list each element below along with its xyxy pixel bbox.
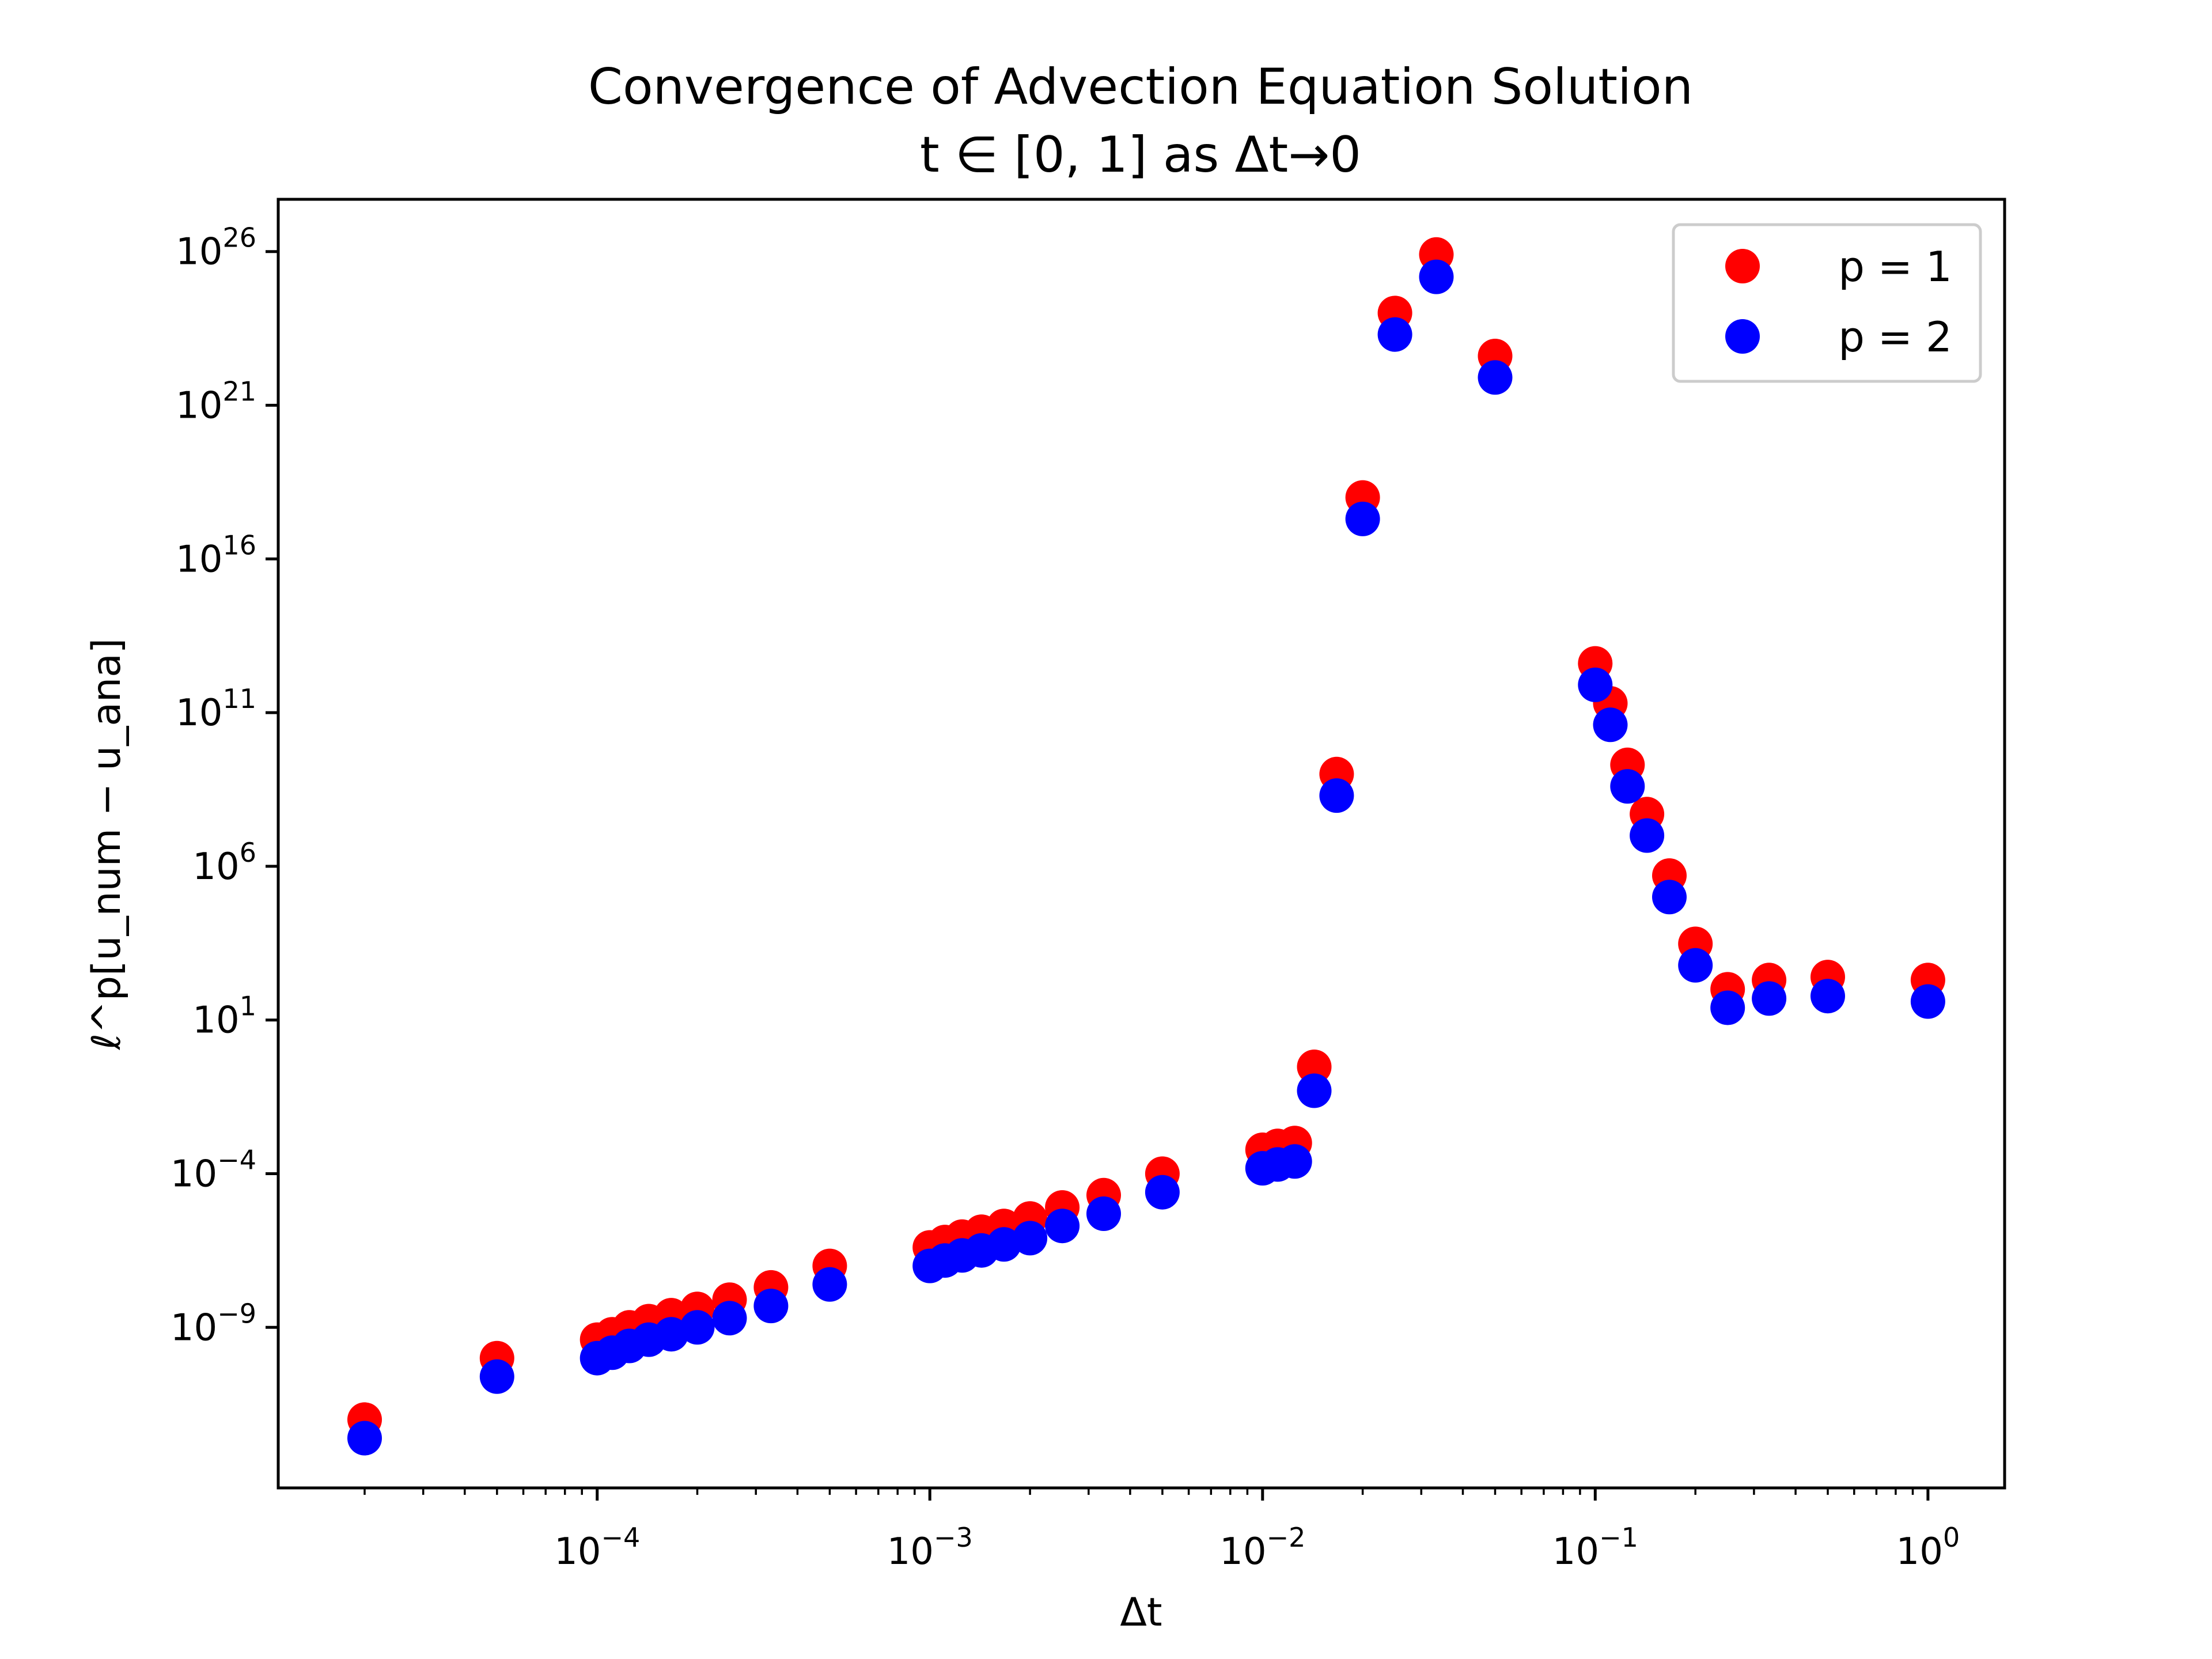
data-point-p2-1 (479, 1359, 514, 1394)
data-point-p2-10 (812, 1267, 847, 1302)
x-tick-label: 10−3 (887, 1522, 973, 1573)
x-tick-label: 10−2 (1219, 1522, 1305, 1573)
data-point-p2-9 (753, 1289, 789, 1324)
chart-subtitle: t ∈ [0, 1] as Δt→0 (920, 126, 1361, 184)
data-point-p2-7 (680, 1310, 715, 1345)
data-point-p2-36 (1752, 981, 1787, 1016)
y-tick-label: 1011 (176, 683, 256, 734)
chart-title: Convergence of Advection Equation Soluti… (588, 58, 1693, 116)
data-point-p2-32 (1630, 818, 1665, 853)
data-point-p2-37 (1810, 979, 1845, 1014)
legend: p = 1 p = 2 (1672, 223, 1982, 383)
plot-frame (276, 198, 2006, 1490)
data-point-p2-27 (1419, 259, 1454, 294)
data-point-p2-26 (1377, 317, 1412, 352)
x-tick-label: 10−4 (554, 1522, 640, 1573)
data-point-p1-23 (1297, 1050, 1332, 1084)
data-point-p2-15 (986, 1227, 1021, 1262)
data-point-p2-0 (347, 1421, 382, 1456)
data-point-p2-16 (1013, 1221, 1048, 1256)
ticks-layer: 10−4 10−3 10−2 10−1 10010−910−41011061011101… (171, 222, 1960, 1573)
data-points-layer (347, 237, 1945, 1456)
data-point-p2-33 (1652, 880, 1687, 915)
x-axis-label: Δt (1120, 1590, 1162, 1635)
data-point-p2-19 (1145, 1175, 1180, 1210)
data-point-p2-31 (1610, 769, 1645, 804)
y-tick-label: 10−9 (171, 1298, 256, 1349)
data-point-p2-35 (1710, 990, 1745, 1025)
data-point-p2-22 (1277, 1144, 1312, 1179)
data-point-p2-29 (1578, 667, 1613, 702)
data-point-p2-6 (654, 1317, 689, 1352)
data-point-p2-30 (1593, 707, 1628, 743)
legend-label-p1: p = 1 (1838, 243, 1952, 291)
data-point-p2-24 (1319, 778, 1354, 813)
y-axis-label: ℓ^p[u_num − u_ana] (84, 638, 130, 1051)
data-point-p2-8 (712, 1301, 747, 1336)
data-point-p2-28 (1478, 360, 1513, 395)
legend-marker-p2 (1725, 319, 1760, 354)
legend-marker-p1 (1725, 249, 1760, 283)
data-point-p2-17 (1045, 1209, 1080, 1244)
data-point-p2-34 (1678, 948, 1713, 983)
data-point-p2-23 (1297, 1073, 1332, 1108)
data-point-p2-18 (1086, 1196, 1121, 1231)
data-point-p2-38 (1910, 984, 1945, 1019)
legend-label-p2: p = 2 (1838, 313, 1952, 361)
data-point-p2-25 (1345, 501, 1380, 536)
